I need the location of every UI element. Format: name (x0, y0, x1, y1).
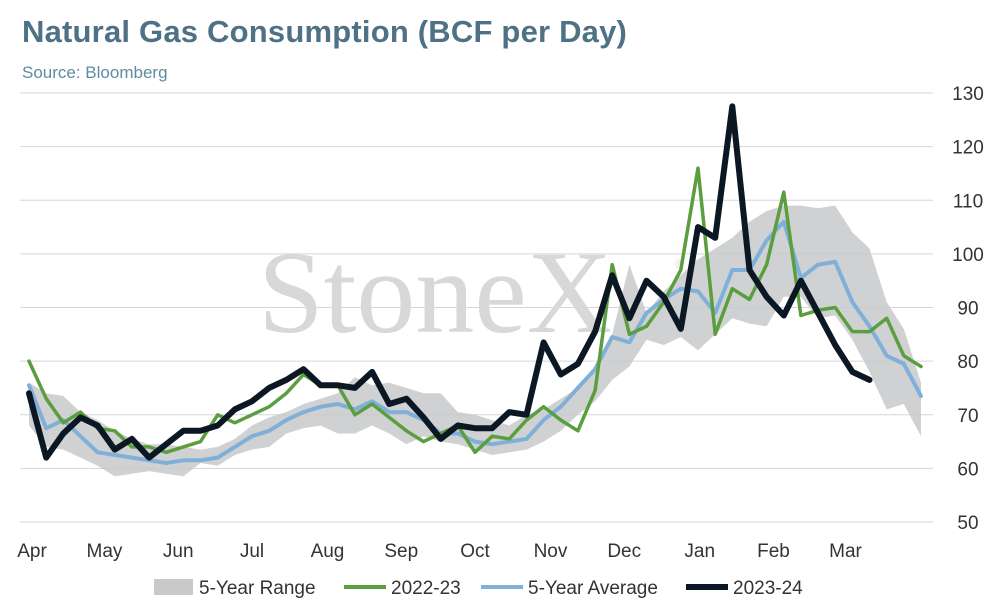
legend-label: 2022-23 (391, 578, 461, 599)
series-line-2022-23 (27, 166, 923, 455)
series-lines-layer (26, 103, 923, 465)
y-tick-label: 130 (952, 84, 984, 105)
x-tick-label: May (87, 541, 123, 562)
legend-swatch (154, 579, 193, 595)
x-axis: Apr May Jun Jul Aug Sep Oct Nov Dec Jan Feb Mar (17, 541, 862, 562)
legend-label: 2023-24 (733, 578, 803, 599)
x-tick-label: Sep (384, 541, 418, 562)
x-tick-label: Dec (607, 541, 641, 562)
y-tick-label: 100 (952, 245, 984, 266)
x-tick-label: Jun (163, 541, 194, 562)
range-band (29, 205, 921, 477)
watermark: StoneX ® (258, 227, 684, 358)
y-axis: 50 60 70 80 90 100 110 120 130 (952, 84, 984, 534)
x-tick-label: Jul (240, 541, 264, 562)
x-tick-label: Mar (829, 541, 862, 562)
series-line-2023-24 (26, 103, 873, 461)
legend-item: 2022-23 (344, 578, 461, 599)
x-tick-label: Apr (17, 541, 47, 562)
chart-title: Natural Gas Consumption (BCF per Day) (22, 14, 628, 49)
x-tick-label: Jan (684, 541, 715, 562)
chart-source: Source: Bloomberg (22, 63, 168, 82)
gridlines (20, 92, 933, 523)
y-tick-label: 60 (957, 459, 978, 480)
y-tick-label: 80 (957, 352, 978, 373)
x-tick-label: Aug (311, 541, 345, 562)
y-tick-label: 120 (952, 138, 984, 159)
y-tick-label: 70 (957, 406, 978, 427)
legend-label: 5-Year Range (199, 578, 316, 599)
legend-item: 2023-24 (686, 578, 803, 599)
y-tick-label: 90 (957, 299, 978, 320)
x-tick-label: Oct (460, 541, 490, 562)
x-tick-label: Feb (757, 541, 790, 562)
watermark-registered-mark: ® (675, 257, 684, 271)
legend-item: 5-Year Average (481, 578, 658, 599)
legend-label: 5-Year Average (528, 578, 658, 599)
range-band-layer (29, 205, 921, 477)
x-tick-label: Nov (534, 541, 568, 562)
legend: 5-Year Range 2022-23 5-Year Average 2023-24 (154, 578, 803, 599)
watermark-text: StoneX (258, 227, 612, 358)
y-tick-label: 110 (953, 191, 983, 212)
legend-item: 5-Year Range (154, 578, 316, 599)
y-tick-label: 50 (957, 513, 978, 534)
